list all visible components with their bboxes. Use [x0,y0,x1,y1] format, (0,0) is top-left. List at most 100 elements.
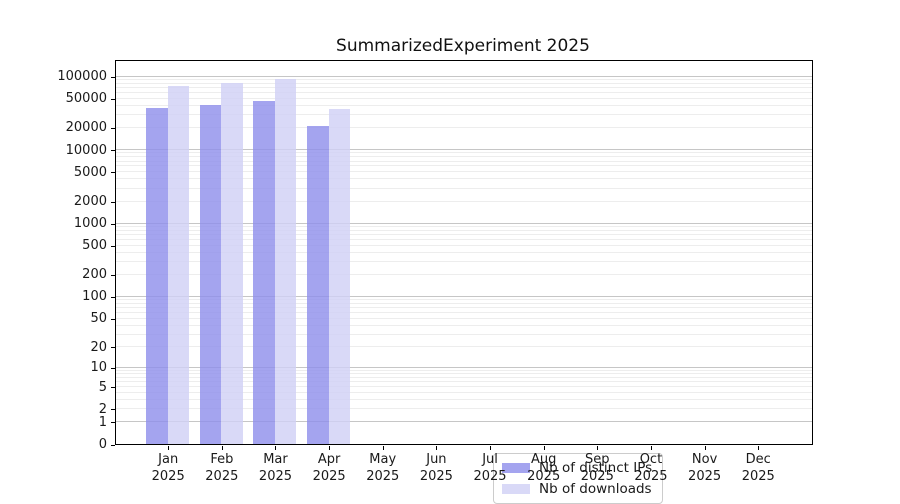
y-tick-label: 200 [82,267,107,283]
y-tick-mark [111,201,115,203]
y-tick-mark [111,444,115,446]
x-tick-label-oct: Oct 2025 [634,452,668,484]
gridline-major [116,295,812,297]
x-tick-label-dec: Dec 2025 [741,452,775,484]
gridline-minor [116,226,812,228]
y-tick-mark [111,127,115,129]
y-tick-mark [111,347,115,349]
gridline-minor [116,160,812,162]
bar-nb-of-downloads-mar [274,78,297,444]
y-tick-mark [111,172,115,174]
y-tick-mark [111,245,115,247]
gridline-minor [116,126,812,128]
y-tick-label: 2000 [73,194,107,210]
gridline-minor [116,386,812,388]
gridline-minor [116,381,812,383]
x-tick-label-jan: Jan 2025 [151,452,185,484]
gridline-minor [116,408,812,410]
y-tick-mark [111,223,115,225]
x-tick-mark [221,446,223,450]
gridline-minor [116,171,812,173]
gridline-minor [116,82,812,84]
y-tick-mark [111,98,115,100]
gridline-minor [116,156,812,158]
y-tick-mark [111,274,115,276]
gridline-major [116,75,812,77]
legend: Nb of distinct IPs Nb of downloads [493,453,664,504]
legend-entry-distinct-ips: Nb of distinct IPs [502,460,652,476]
gridline-minor [116,229,812,231]
gridline-minor [116,86,812,88]
y-tick-mark [111,76,115,78]
gridline-minor [116,152,812,154]
gridline-minor [116,200,812,202]
gridline-minor [116,273,812,275]
x-tick-mark [382,446,384,450]
legend-swatch-downloads [502,484,530,494]
x-tick-label-jul: Jul 2025 [473,452,507,484]
legend-label-downloads: Nb of downloads [539,481,652,497]
x-tick-label-feb: Feb 2025 [205,452,239,484]
x-tick-label-sep: Sep 2025 [580,452,614,484]
gridline-minor [116,324,812,326]
y-tick-label: 2 [98,401,107,417]
gridline-major [116,366,812,368]
y-tick-label: 0 [98,437,107,452]
gridline-minor [116,373,812,375]
x-tick-mark [597,446,599,450]
gridline-minor [116,377,812,379]
chart-title: SummarizedExperiment 2025 [336,36,590,56]
gridline-minor [116,165,812,167]
gridline-minor [116,392,812,394]
bar-nb-of-distinct-ips-jan [146,108,168,444]
x-tick-label-nov: Nov 2025 [688,452,722,484]
gridline-major [116,222,812,224]
y-tick-mark [111,318,115,320]
y-tick-label: 50 [90,311,107,327]
x-tick-mark [758,446,760,450]
gridline-minor [116,238,812,240]
gridline-minor [116,333,812,335]
bar-layer [116,61,812,444]
bar-nb-of-downloads-feb [221,82,243,444]
y-tick-label: 100000 [57,69,107,85]
x-tick-label-mar: Mar 2025 [258,452,293,484]
legend-entry-downloads: Nb of downloads [502,481,652,497]
y-tick-label: 10 [90,360,107,376]
bar-nb-of-distinct-ips-mar [253,101,275,444]
gridline-minor [116,312,812,314]
gridline-minor [116,187,812,189]
gridline-minor [116,244,812,246]
x-tick-mark [543,446,545,450]
y-tick-mark [111,422,115,424]
y-tick-label: 100 [82,289,107,305]
legend-swatch-distinct-ips [502,463,530,473]
y-tick-mark [111,367,115,369]
y-tick-label: 1000 [73,216,107,232]
x-tick-mark [490,446,492,450]
gridline-major [116,149,812,151]
gridline-minor [116,234,812,236]
x-tick-mark [436,446,438,450]
x-tick-mark [704,446,706,450]
y-tick-mark [111,150,115,152]
gridline-minor [116,97,812,99]
gridline-minor [116,299,812,301]
x-tick-mark [275,446,277,450]
y-tick-label: 50000 [65,91,107,107]
bar-nb-of-downloads-jan [167,86,190,444]
gridline-minor [116,78,812,80]
x-tick-label-may: May 2025 [366,452,400,484]
gridline-minor [116,91,812,93]
y-tick-label: 500 [82,238,107,254]
y-tick-mark [111,296,115,298]
gridline-minor [116,261,812,263]
x-tick-mark [329,446,331,450]
x-tick-label-aug: Aug 2025 [527,452,561,484]
x-tick-label-jun: Jun 2025 [419,452,453,484]
y-tick-label: 5 [98,379,107,395]
y-tick-label: 20 [90,339,107,355]
gridline-minor [116,317,812,319]
gridline-minor [116,399,812,401]
